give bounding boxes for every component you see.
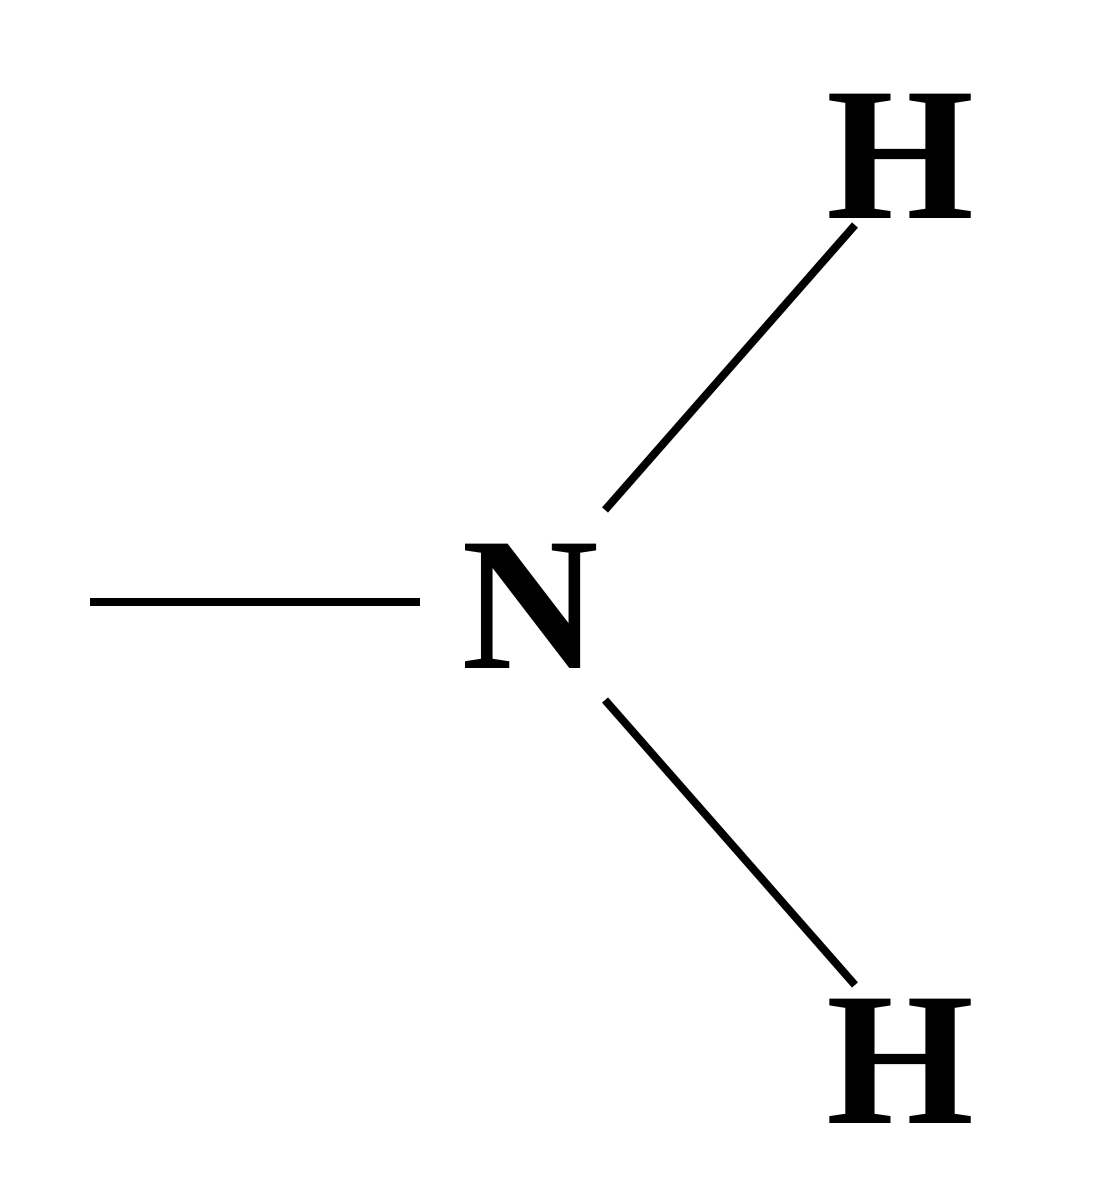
bond-n-h-upper: [605, 225, 855, 510]
atom-nitrogen: N: [461, 510, 598, 700]
bond-n-h-lower: [605, 700, 855, 985]
atom-hydrogen-lower: H: [826, 965, 974, 1155]
atom-hydrogen-upper: H: [826, 60, 974, 250]
chemical-structure-diagram: N H H: [0, 0, 1099, 1200]
